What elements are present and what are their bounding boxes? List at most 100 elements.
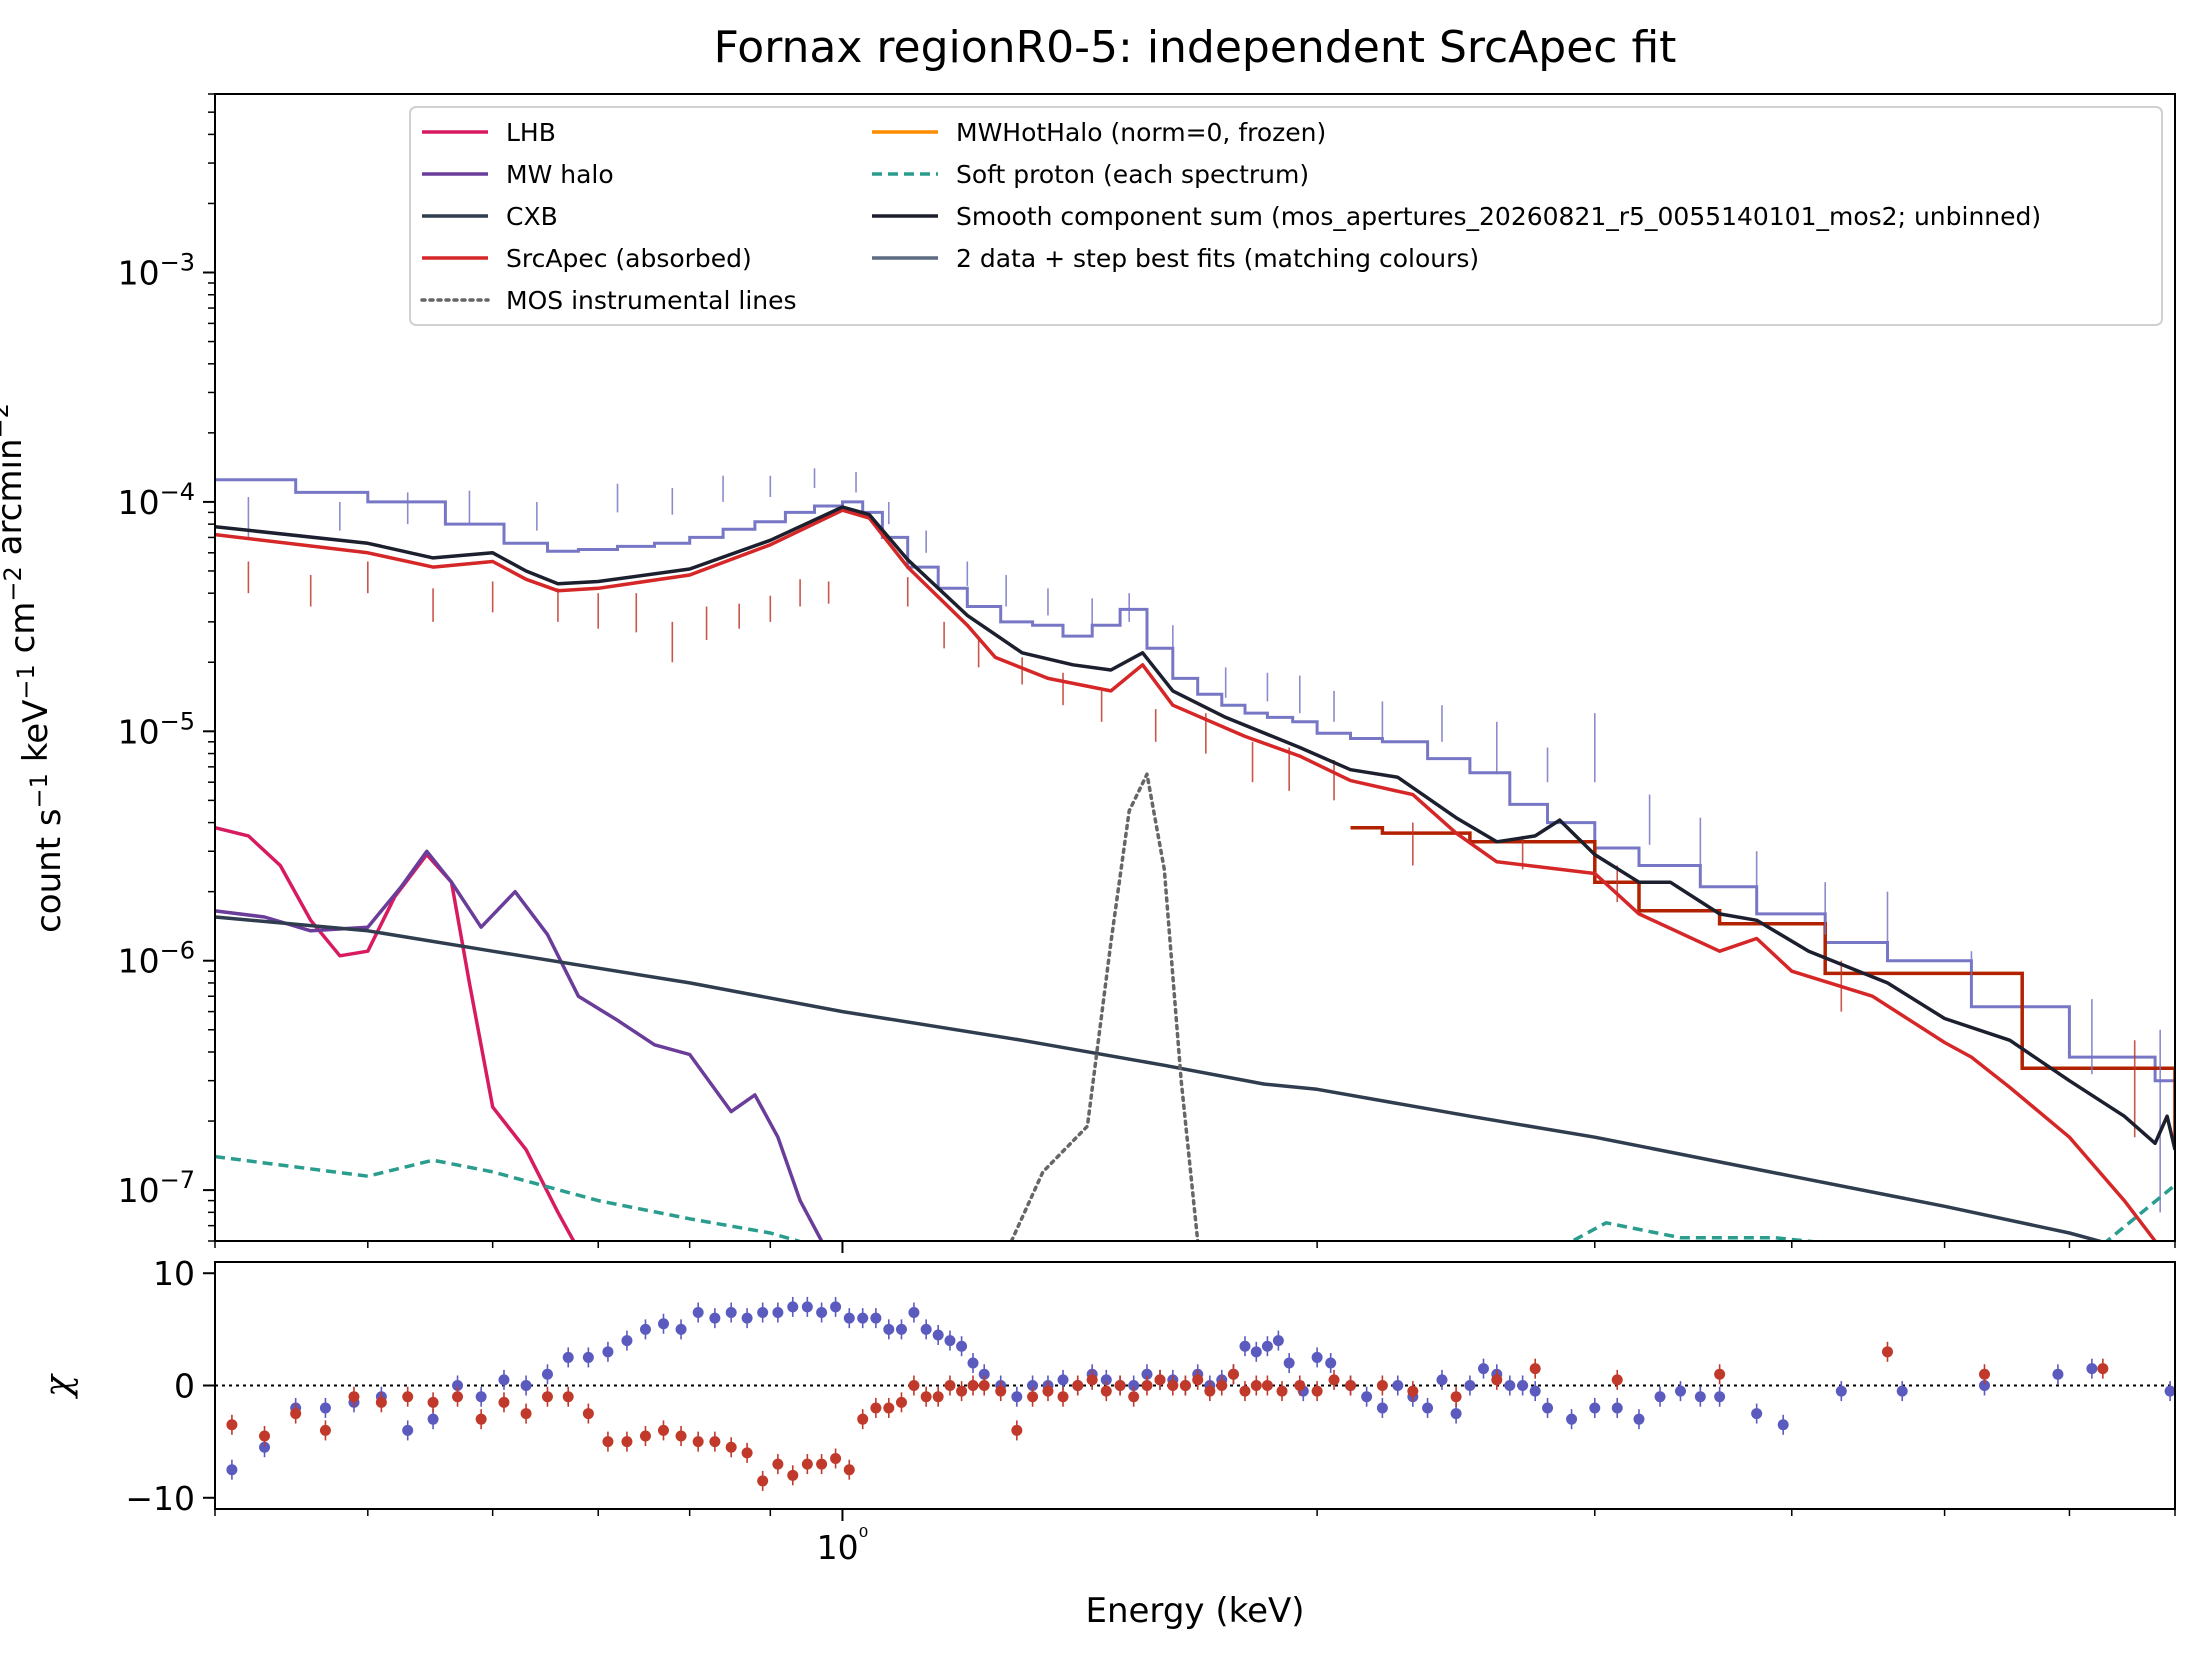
chart-title: Fornax regionR0-5: independent SrcApec f… — [714, 22, 1677, 73]
y-tick-label: 10−3 — [118, 249, 195, 293]
residual-point-1-32 — [870, 1402, 882, 1414]
residual-point-1-57 — [1204, 1385, 1216, 1397]
residual-point-0-22 — [725, 1307, 737, 1319]
residual-point-0-15 — [602, 1346, 614, 1358]
residual-point-0-83 — [1566, 1413, 1578, 1425]
residual-point-0-13 — [562, 1351, 574, 1363]
residual-point-1-1 — [259, 1430, 271, 1442]
residual-y-tick-label: −10 — [125, 1479, 195, 1518]
model-line-3 — [215, 508, 2157, 1241]
model-line-8 — [215, 505, 2175, 1151]
residual-point-1-4 — [348, 1391, 360, 1403]
residual-y-tick-label: 0 — [174, 1367, 195, 1406]
legend-label: CXB — [506, 202, 558, 231]
residual-point-0-63 — [1272, 1335, 1284, 1347]
legend-label: 2 data + step best fits (matching colour… — [956, 244, 1479, 273]
residual-point-1-21 — [709, 1436, 721, 1448]
residual-point-1-31 — [857, 1413, 869, 1425]
residual-point-1-12 — [541, 1391, 553, 1403]
residual-y-tick-label: 10 — [153, 1254, 195, 1293]
residual-point-1-36 — [920, 1391, 932, 1403]
residual-point-1-20 — [692, 1436, 704, 1448]
residual-point-0-34 — [895, 1323, 907, 1335]
residual-point-0-90 — [1714, 1391, 1726, 1403]
residual-point-0-6 — [402, 1424, 414, 1436]
residual-point-1-48 — [1086, 1374, 1098, 1386]
residual-point-1-73 — [1611, 1374, 1623, 1386]
residual-point-1-3 — [319, 1424, 331, 1436]
residual-point-0-28 — [816, 1307, 828, 1319]
residual-point-0-87 — [1654, 1391, 1666, 1403]
residual-point-1-60 — [1239, 1385, 1251, 1397]
residual-point-0-1 — [259, 1441, 271, 1453]
y-tick-label: 10−5 — [118, 707, 195, 751]
residual-point-0-64 — [1283, 1357, 1295, 1369]
residual-point-1-52 — [1141, 1380, 1153, 1391]
residual-point-0-71 — [1392, 1380, 1404, 1391]
residual-point-0-97 — [2086, 1363, 2098, 1375]
residual-point-0-73 — [1422, 1402, 1434, 1414]
residual-point-0-52 — [1141, 1368, 1153, 1380]
residual-point-1-27 — [801, 1458, 813, 1470]
residual-point-1-0 — [226, 1419, 238, 1431]
residual-point-1-69 — [1407, 1385, 1419, 1397]
residual-point-0-86 — [1633, 1413, 1645, 1425]
residual-plot-area — [215, 1296, 2175, 1491]
residual-point-1-42 — [995, 1385, 1007, 1397]
residual-point-1-25 — [772, 1458, 784, 1470]
residual-point-0-20 — [692, 1307, 704, 1319]
residual-point-0-27 — [801, 1301, 813, 1313]
residual-point-1-26 — [787, 1469, 799, 1481]
residual-point-0-36 — [920, 1323, 932, 1335]
residual-point-0-17 — [639, 1323, 651, 1335]
main-plot-area — [215, 468, 2175, 1241]
residual-point-1-74 — [1714, 1368, 1726, 1380]
residual-point-1-58 — [1216, 1380, 1228, 1391]
residual-point-0-91 — [1751, 1408, 1763, 1420]
residual-y-axis-label: χ — [38, 1373, 79, 1400]
residual-point-1-13 — [562, 1391, 574, 1403]
residual-point-1-19 — [675, 1430, 687, 1442]
residual-point-1-29 — [830, 1452, 842, 1464]
residual-point-1-7 — [427, 1396, 439, 1408]
residual-point-0-12 — [541, 1368, 553, 1380]
residual-point-1-35 — [908, 1380, 920, 1391]
model-line-2 — [215, 915, 2106, 1241]
residual-point-1-65 — [1311, 1385, 1323, 1397]
residual-point-1-23 — [741, 1447, 753, 1459]
residual-point-0-3 — [319, 1402, 331, 1414]
legend-label: LHB — [506, 118, 556, 147]
residual-point-0-76 — [1464, 1380, 1476, 1391]
y-tick-label: 10−4 — [118, 478, 195, 522]
residual-point-1-45 — [1042, 1385, 1054, 1397]
residual-point-0-23 — [741, 1312, 753, 1324]
residual-point-0-31 — [857, 1312, 869, 1324]
residual-point-1-9 — [475, 1413, 487, 1425]
residual-point-0-49 — [1100, 1374, 1112, 1386]
residual-point-0-38 — [944, 1335, 956, 1347]
legend-box — [409, 106, 2163, 326]
residual-point-1-24 — [757, 1475, 769, 1487]
residual-point-1-55 — [1179, 1380, 1191, 1391]
residual-point-0-24 — [757, 1307, 769, 1319]
residual-point-1-53 — [1154, 1374, 1166, 1386]
y-tick-label: 10−7 — [118, 1166, 195, 1210]
residual-point-1-72 — [1529, 1363, 1541, 1375]
residual-point-0-26 — [787, 1301, 799, 1313]
residual-point-1-6 — [402, 1391, 414, 1403]
residual-point-1-14 — [582, 1408, 594, 1420]
residual-point-1-49 — [1100, 1385, 1112, 1397]
residual-point-1-56 — [1192, 1374, 1204, 1386]
residual-point-0-95 — [1978, 1380, 1990, 1391]
residual-point-1-62 — [1261, 1380, 1273, 1391]
legend-label: Soft proton (each spectrum) — [956, 160, 1309, 189]
residual-point-0-46 — [1057, 1374, 1069, 1386]
residual-point-1-54 — [1167, 1380, 1179, 1391]
residual-point-1-34 — [895, 1396, 907, 1408]
residual-point-0-44 — [1027, 1380, 1039, 1391]
residual-point-0-33 — [883, 1323, 895, 1335]
residual-point-1-11 — [520, 1408, 532, 1420]
residual-point-1-63 — [1276, 1385, 1288, 1397]
model-line-5 — [215, 1154, 805, 1241]
